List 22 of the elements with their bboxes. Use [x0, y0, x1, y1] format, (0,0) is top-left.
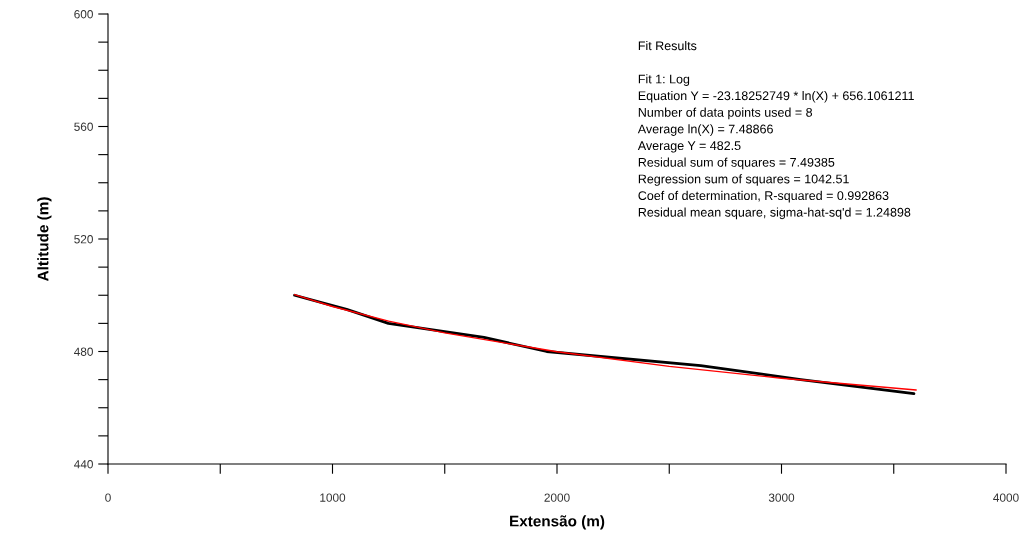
- annotation: Fit 1: Log: [638, 74, 690, 86]
- annotation: Equation Y = -23.18252749 * ln(X) + 656.1061211: [638, 90, 914, 103]
- annotation: Residual sum of squares = 7.49385: [638, 157, 835, 170]
- y-axis-title: Altitude (m): [37, 197, 52, 282]
- y-tick-label: 600: [74, 10, 93, 19]
- annotation: Residual mean square, sigma-hat-sq'd = 1.24898: [638, 207, 911, 220]
- annotation: Average Y = 482.5: [637, 141, 741, 153]
- annotation: Fit Results: [638, 41, 697, 51]
- annotation: Number of data points used = 8: [638, 107, 813, 120]
- annotation: Regression sum of squares = 1042.51: [638, 174, 849, 186]
- y-tick-label: 560: [74, 122, 93, 131]
- x-tick-label: 4000: [993, 493, 1019, 502]
- annotation: Average ln(X) = 7.48866: [637, 124, 773, 136]
- y-tick-label: 480: [73, 347, 93, 356]
- x-tick-label: 2000: [544, 493, 570, 502]
- x-tick-label: 1000: [320, 493, 346, 502]
- x-tick-label: 3000: [768, 493, 795, 502]
- y-tick-label: 520: [74, 235, 93, 244]
- x-tick-label: 0: [105, 493, 111, 502]
- x-axis-title: Extensão (m): [510, 515, 605, 530]
- y-tick-label: 440: [73, 460, 93, 469]
- annotation: Coef of determination, R-squared = 0.992863: [638, 190, 889, 203]
